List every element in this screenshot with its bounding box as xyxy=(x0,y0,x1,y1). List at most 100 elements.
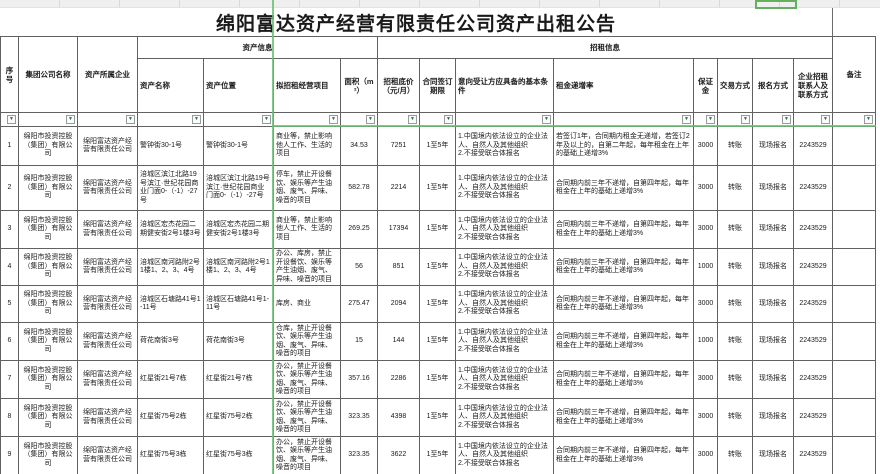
filter-dropdown-icon[interactable]: ▼ xyxy=(682,115,691,124)
cell-increase[interactable]: 合同期内前三年不递增，自第四年起，每年租金在上年的基础上递增3% xyxy=(553,285,694,323)
cell-remark[interactable] xyxy=(832,210,876,249)
cell-asset-name[interactable]: 荷花南街3号 xyxy=(137,322,204,361)
cell-asset-location[interactable]: 荷花南街3号 xyxy=(203,322,274,361)
filter-dropdown-icon[interactable]: ▼ xyxy=(444,115,453,124)
cell-owner[interactable]: 绵阳富达资产经营有限责任公司 xyxy=(77,360,138,399)
cell-conditions[interactable]: 1.中国境内依法设立的企业法人、自然人及其他组织 2.不接受联合体报名 xyxy=(455,248,554,286)
filter-dropdown-icon[interactable]: ▼ xyxy=(262,115,271,124)
cell-owner[interactable]: 绵阳富达资产经营有限责任公司 xyxy=(77,248,138,286)
cell-contact[interactable]: 2243529 xyxy=(793,126,833,166)
cell-project[interactable]: 办公，禁止开设餐饮、娱乐等产生油烟、废气、异味、噪音的项目 xyxy=(273,436,341,474)
cell-asset-name[interactable]: 涪城区南河路附2号1楼1、2、3、4号 xyxy=(137,248,204,286)
cell-term[interactable]: 1至5年 xyxy=(419,210,456,249)
cell-contact[interactable]: 2243529 xyxy=(793,285,833,323)
cell-conditions[interactable]: 1.中国境内依法设立的企业法人、自然人及其他组织 2.不接受联合体报名 xyxy=(455,210,554,249)
cell-price[interactable]: 3622 xyxy=(377,436,420,474)
col-header-remark[interactable]: 备注 xyxy=(832,36,876,113)
cell-price[interactable]: 2214 xyxy=(377,165,420,211)
cell-group-company[interactable]: 绵阳市投资控股（集团）有限公司 xyxy=(18,436,78,474)
cell-asset-location[interactable]: 涪城区南河路附2号1楼1、2、3、4号 xyxy=(203,248,274,286)
cell-group-company[interactable]: 绵阳市投资控股（集团）有限公司 xyxy=(18,398,78,437)
col-header-owner[interactable]: 资产所属企业 xyxy=(77,36,138,113)
cell-owner[interactable]: 绵阳富达资产经营有限责任公司 xyxy=(77,126,138,166)
filter-dropdown-icon[interactable]: ▼ xyxy=(366,115,375,124)
cell-signup-mode[interactable]: 现场报名 xyxy=(752,248,794,286)
col-header-increase[interactable]: 租金递增率 xyxy=(553,58,694,113)
cell-deposit[interactable]: 3000 xyxy=(693,126,718,166)
cell-area[interactable]: 582.78 xyxy=(340,165,378,211)
page-title[interactable]: 绵阳富达资产经营有限责任公司资产出租公告 xyxy=(215,13,616,35)
col-header-asset-location[interactable]: 资产位置 xyxy=(203,58,274,113)
cell-increase[interactable]: 合同期内前三年不递增，自第四年起，每年租金在上年的基础上递增3% xyxy=(553,210,694,249)
cell-project[interactable]: 停车，禁止开设餐饮、娱乐等产生油烟、废气、异味、噪音的项目 xyxy=(273,165,341,211)
col-header-seq[interactable]: 序号 xyxy=(0,36,19,113)
cell-area[interactable]: 15 xyxy=(340,322,378,361)
cell-increase[interactable]: 合同期内前三年不递增，自第四年起，每年租金在上年的基础上递增3% xyxy=(553,360,694,399)
cell-project[interactable]: 办公，禁止开设餐饮、娱乐等产生油烟、废气、异味、噪音的项目 xyxy=(273,398,341,437)
cell-asset-name[interactable]: 红星街21号7栋 xyxy=(137,360,204,399)
cell-contact[interactable]: 2243529 xyxy=(793,248,833,286)
col-header-conditions[interactable]: 意向受让方应具备的基本条件 xyxy=(455,58,554,113)
cell-deposit[interactable]: 3000 xyxy=(693,398,718,437)
cell-area[interactable]: 323.35 xyxy=(340,398,378,437)
cell-seq[interactable]: 3 xyxy=(0,210,19,249)
cell-seq[interactable]: 7 xyxy=(0,360,19,399)
col-header-group-company[interactable]: 集团公司名称 xyxy=(18,36,78,113)
cell-contact[interactable]: 2243529 xyxy=(793,165,833,211)
col-header-trade-mode[interactable]: 交易方式 xyxy=(717,58,753,113)
cell-trade-mode[interactable]: 转账 xyxy=(717,165,753,211)
filter-dropdown-icon[interactable]: ▼ xyxy=(66,115,75,124)
cell-asset-location[interactable]: 红星街21号7栋 xyxy=(203,360,274,399)
cell-group-company[interactable]: 绵阳市投资控股（集团）有限公司 xyxy=(18,322,78,361)
cell-project[interactable]: 办公，禁止开设餐饮、娱乐等产生油烟、废气、异味、噪音的项目 xyxy=(273,360,341,399)
filter-dropdown-icon[interactable]: ▼ xyxy=(329,115,338,124)
cell-owner[interactable]: 绵阳富达资产经营有限责任公司 xyxy=(77,210,138,249)
cell-remark[interactable] xyxy=(832,248,876,286)
cell-group-company[interactable]: 绵阳市投资控股（集团）有限公司 xyxy=(18,248,78,286)
cell-asset-location[interactable]: 红星街75号2栋 xyxy=(203,398,274,437)
cell-remark[interactable] xyxy=(832,436,876,474)
cell-deposit[interactable]: 3000 xyxy=(693,360,718,399)
cell-remark[interactable] xyxy=(832,126,876,166)
cell-group-company[interactable]: 绵阳市投资控股（集团）有限公司 xyxy=(18,285,78,323)
col-header-asset-name[interactable]: 资产名称 xyxy=(137,58,204,113)
cell-contact[interactable]: 2243529 xyxy=(793,322,833,361)
cell-owner[interactable]: 绵阳富达资产经营有限责任公司 xyxy=(77,436,138,474)
cell-signup-mode[interactable]: 现场报名 xyxy=(752,165,794,211)
cell-remark[interactable] xyxy=(832,360,876,399)
cell-term[interactable]: 1至5年 xyxy=(419,248,456,286)
cell-increase[interactable]: 合同期内前三年不递增，自第四年起，每年租金在上年的基础上递增3% xyxy=(553,436,694,474)
cell-owner[interactable]: 绵阳富达资产经营有限责任公司 xyxy=(77,322,138,361)
cell-area[interactable]: 269.25 xyxy=(340,210,378,249)
cell-contact[interactable]: 2243529 xyxy=(793,398,833,437)
cell-increase[interactable]: 合同期内前三年不递增，自第四年起，每年租金在上年的基础上递增3% xyxy=(553,248,694,286)
filter-dropdown-icon[interactable]: ▼ xyxy=(782,115,791,124)
cell-project[interactable]: 办公、库房，禁止开设餐饮、娱乐等产生油烟、废气、异味、噪音的项目 xyxy=(273,248,341,286)
cell-project[interactable]: 商业等，禁止影响他人工作、生活的项目 xyxy=(273,126,341,166)
filter-dropdown-icon[interactable]: ▼ xyxy=(7,115,16,124)
cell-asset-location[interactable]: 红星街75号3栋 xyxy=(203,436,274,474)
cell-seq[interactable]: 9 xyxy=(0,436,19,474)
cell-term[interactable]: 1至5年 xyxy=(419,322,456,361)
filter-dropdown-icon[interactable]: ▼ xyxy=(864,115,873,124)
cell-increase[interactable]: 合同期内前三年不递增，自第四年起，每年租金在上年的基础上递增3% xyxy=(553,322,694,361)
cell-seq[interactable]: 2 xyxy=(0,165,19,211)
cell-signup-mode[interactable]: 现场报名 xyxy=(752,360,794,399)
cell-price[interactable]: 4398 xyxy=(377,398,420,437)
cell-asset-location[interactable]: 涪城区滨江北路19号滨江·世纪花园商业门面0-（-1）-27号 xyxy=(203,165,274,211)
cell-group-company[interactable]: 绵阳市投资控股（集团）有限公司 xyxy=(18,126,78,166)
cell-term[interactable]: 1至5年 xyxy=(419,126,456,166)
cell-conditions[interactable]: 1.中国境内依法设立的企业法人、自然人及其他组织 2.不接受联合体报名 xyxy=(455,285,554,323)
cell-remark[interactable] xyxy=(832,398,876,437)
cell-trade-mode[interactable]: 转账 xyxy=(717,210,753,249)
cell-increase[interactable]: 合同期内前三年不递增，自第四年起，每年租金在上年的基础上递增3% xyxy=(553,165,694,211)
cell-trade-mode[interactable]: 转账 xyxy=(717,398,753,437)
filter-dropdown-icon[interactable]: ▼ xyxy=(408,115,417,124)
cell-trade-mode[interactable]: 转账 xyxy=(717,285,753,323)
cell-owner[interactable]: 绵阳富达资产经营有限责任公司 xyxy=(77,398,138,437)
cell-seq[interactable]: 6 xyxy=(0,322,19,361)
group-header-asset-info[interactable]: 资产信息 xyxy=(137,36,378,59)
cell-seq[interactable]: 4 xyxy=(0,248,19,286)
cell-project[interactable]: 商业等，禁止影响他人工作、生活的项目 xyxy=(273,210,341,249)
cell-conditions[interactable]: 1.中国境内依法设立的企业法人、自然人及其他组织 2.不接受联合体报名 xyxy=(455,398,554,437)
